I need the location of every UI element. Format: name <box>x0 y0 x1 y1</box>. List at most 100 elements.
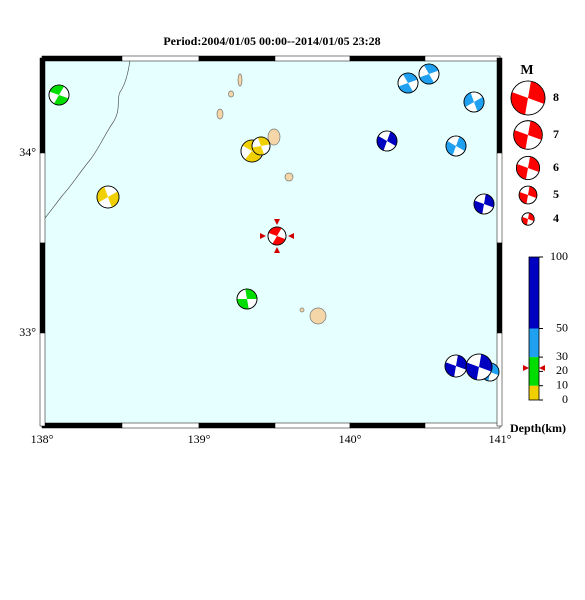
marker <box>288 233 294 239</box>
frame-bar <box>424 422 501 429</box>
legend-label: 7 <box>553 127 559 141</box>
depth-tick-label: 0 <box>562 392 568 406</box>
ball-edge <box>521 212 535 226</box>
ball-quadrant <box>237 288 257 309</box>
beachball <box>473 193 495 215</box>
focal-mechanisms <box>48 63 500 382</box>
x-label: 141° <box>489 432 512 446</box>
ball-edge <box>236 288 258 310</box>
ball-edge <box>418 63 440 85</box>
beachball <box>463 91 485 113</box>
ball-edge <box>513 120 543 150</box>
beachball <box>518 185 538 205</box>
frame-bars <box>39 55 503 429</box>
ball-edge <box>48 84 70 106</box>
title: Period:2004/01/05 00:00--2014/01/05 23:2… <box>163 34 380 48</box>
frame-bar <box>496 332 503 427</box>
ball-quadrant <box>510 81 545 115</box>
frame-bar <box>39 332 46 427</box>
frame-bar <box>496 152 503 244</box>
ball-edge <box>465 353 493 381</box>
frame-bar <box>274 422 351 429</box>
ball-edge <box>463 91 485 113</box>
ball-quadrant <box>466 354 492 380</box>
beachball <box>510 80 546 116</box>
depth-tick-label: 20 <box>556 363 568 377</box>
ball-edge <box>376 130 398 152</box>
ball-quadrant <box>516 156 540 180</box>
frame-bar <box>39 152 46 244</box>
beachball <box>376 130 398 152</box>
x-label: 140° <box>339 432 362 446</box>
ball-quadrant <box>474 194 494 214</box>
marker <box>274 219 280 225</box>
frame-bar <box>121 55 200 62</box>
ball-edge <box>397 72 419 94</box>
ball-quadrant <box>97 186 120 208</box>
frame-bar <box>349 55 426 62</box>
beachball <box>444 354 468 378</box>
beachball <box>513 120 543 150</box>
coastline <box>44 59 131 219</box>
x-label: 139° <box>188 432 211 446</box>
ball-quadrant <box>521 212 535 226</box>
y-label: 33° <box>19 325 36 339</box>
beachball <box>236 288 258 310</box>
beachball <box>516 155 541 180</box>
depth-band <box>529 385 539 400</box>
beachball <box>418 63 440 85</box>
ball-edge <box>510 80 546 116</box>
marker <box>274 247 280 253</box>
frame-bar <box>41 422 123 429</box>
depth-label: Depth(km) <box>510 421 566 435</box>
ball-quadrant <box>513 120 543 150</box>
frame-bar <box>198 422 276 429</box>
frame-bar <box>496 57 503 154</box>
ball-quadrant <box>464 92 484 112</box>
islands <box>216 73 327 325</box>
y-label: 34° <box>19 145 36 159</box>
ball-quadrant <box>519 186 537 204</box>
frame-bar <box>349 422 426 429</box>
ball-quadrant <box>242 140 262 162</box>
frame-bar <box>39 57 46 154</box>
depth-band <box>529 328 539 358</box>
legend-label: 4 <box>553 211 559 225</box>
depth-tick-label: 10 <box>556 377 568 391</box>
depth-tick-label: 100 <box>550 249 568 263</box>
ball-quadrant <box>49 85 69 105</box>
legend-title: M <box>520 63 533 78</box>
ball-quadrant <box>446 136 466 156</box>
ball-edge <box>96 185 120 209</box>
beachball <box>397 72 419 94</box>
frame-bar <box>121 422 200 429</box>
frame-bar <box>496 242 503 334</box>
beachball <box>251 136 271 156</box>
depth-band <box>529 357 539 386</box>
ball-edge <box>251 136 271 156</box>
marker <box>260 233 266 239</box>
ball-edge <box>267 226 287 246</box>
ball-quadrant <box>419 64 439 85</box>
depth-marker <box>539 365 545 371</box>
depth-tick-label: 30 <box>556 349 568 363</box>
legend-label: 5 <box>553 187 559 201</box>
x-label: 138° <box>31 432 54 446</box>
frame-bar <box>424 55 501 62</box>
ball-edge <box>473 193 495 215</box>
beachball <box>96 185 120 209</box>
beachball <box>267 226 287 246</box>
ball-quadrant <box>444 355 467 377</box>
legend-label: 8 <box>553 90 559 104</box>
frame-bar <box>198 55 276 62</box>
frame-bar <box>41 55 123 62</box>
ball-edge <box>516 155 541 180</box>
frame-bar <box>274 55 351 62</box>
beachball <box>445 135 467 157</box>
beachball <box>48 84 70 106</box>
beachball <box>521 212 535 226</box>
depth-marker <box>523 365 529 371</box>
ball-edge <box>518 185 538 205</box>
beachball <box>465 353 493 381</box>
